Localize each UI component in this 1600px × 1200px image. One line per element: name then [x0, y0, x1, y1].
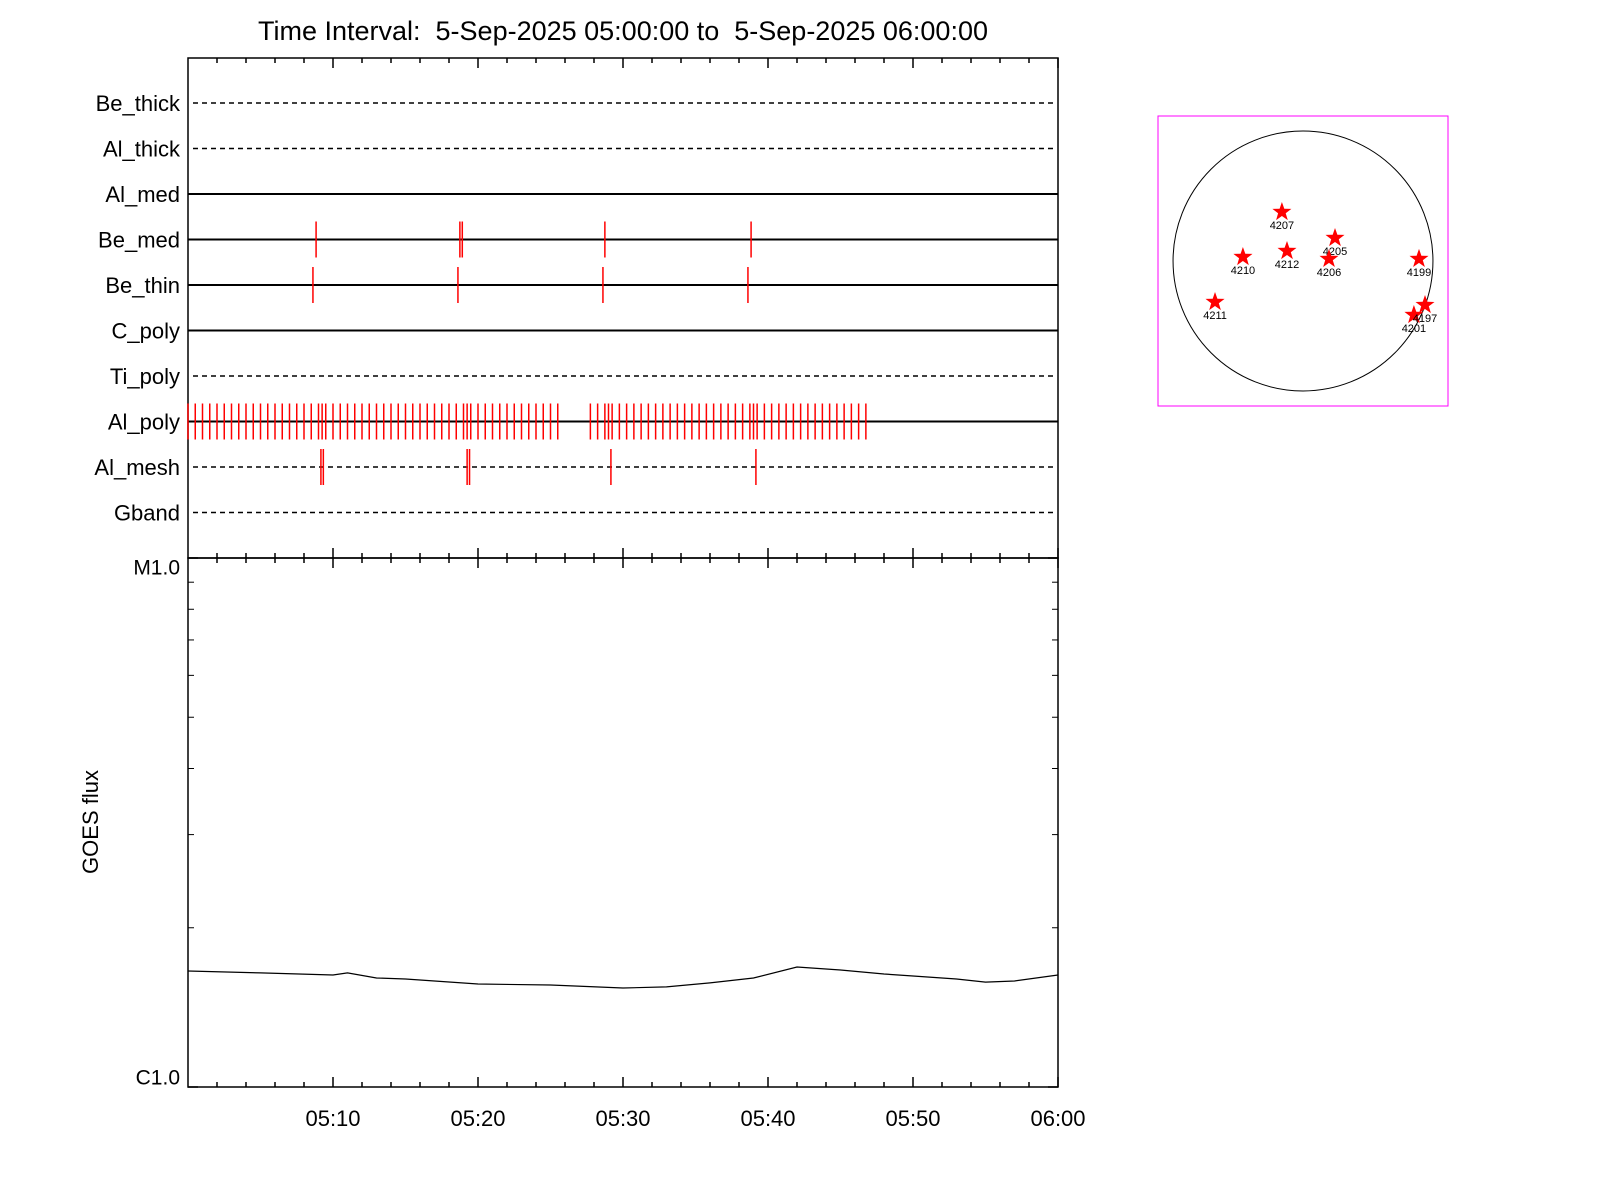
row-label: Be_thick: [96, 91, 181, 116]
x-tick-label: 05:50: [885, 1106, 940, 1131]
row-label: Al_poly: [108, 409, 180, 434]
plot-title: Time Interval: 5-Sep-2025 05:00:00 to 5-…: [258, 16, 988, 46]
region-marker: [1409, 248, 1429, 267]
y-tick-label: M1.0: [133, 557, 180, 580]
region-label: 4205: [1323, 246, 1347, 258]
region-marker: [1205, 292, 1225, 311]
goes-flux-line: [187, 966, 1059, 989]
region-marker: [1415, 295, 1435, 314]
x-tick-label: 05:30: [595, 1106, 650, 1131]
y-axis-label: GOES flux: [78, 770, 103, 874]
row-label: Gband: [114, 500, 180, 525]
region-marker: [1233, 247, 1253, 266]
region-label: 4210: [1231, 265, 1255, 277]
region-marker: [1325, 228, 1345, 247]
row-label: Al_mesh: [94, 455, 180, 480]
row-label: C_poly: [112, 318, 180, 343]
region-label: 4207: [1270, 220, 1294, 232]
panel-frame: [187, 557, 1059, 1088]
region-label: 4197: [1413, 313, 1437, 325]
region-label: 4212: [1275, 259, 1299, 271]
region-label: 4211: [1203, 310, 1227, 322]
row-label: Al_med: [105, 182, 180, 207]
region-marker: [1404, 305, 1424, 324]
row-label: Al_thick: [103, 136, 181, 161]
row-label: Be_thin: [105, 273, 180, 298]
region-label: 4206: [1317, 267, 1341, 279]
disk-frame: [1157, 115, 1449, 407]
x-tick-label: 05:40: [740, 1106, 795, 1131]
panel-frame: [187, 57, 1059, 559]
y-tick-label: C1.0: [136, 1067, 180, 1090]
region-label: 4201: [1402, 323, 1426, 335]
row-label: Ti_poly: [110, 364, 180, 389]
x-tick-label: 05:20: [450, 1106, 505, 1131]
x-tick-label: 05:10: [305, 1106, 360, 1131]
region-label: 4199: [1407, 267, 1431, 279]
x-tick-label: 06:00: [1030, 1106, 1085, 1131]
region-marker: [1272, 202, 1292, 221]
region-marker: [1277, 241, 1297, 260]
solar-limb: [1172, 130, 1434, 392]
region-marker: [1319, 248, 1339, 267]
row-label: Be_med: [98, 227, 180, 252]
